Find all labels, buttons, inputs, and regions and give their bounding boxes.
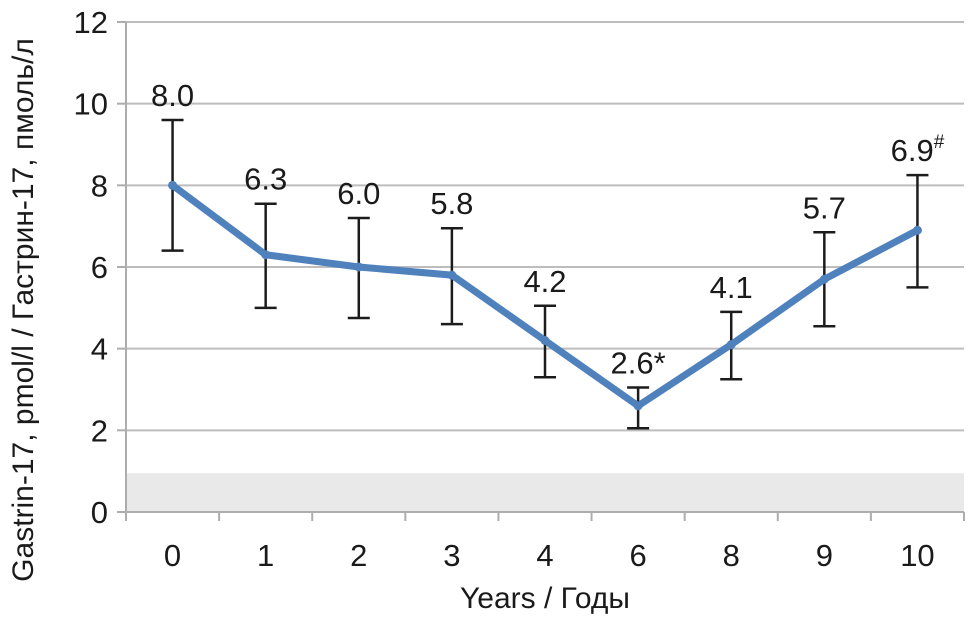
point-label: 8.0 — [151, 78, 194, 113]
x-tick-label: 0 — [164, 538, 181, 573]
x-tick-label: 3 — [443, 538, 460, 573]
point-label: 6.9# — [891, 132, 945, 168]
point-label: 2.6* — [611, 345, 666, 380]
y-tick-label: 8 — [91, 168, 108, 203]
data-point-marker — [354, 262, 364, 272]
data-point-marker — [168, 180, 178, 190]
point-label: 4.2 — [523, 264, 566, 299]
point-label: 5.7 — [803, 190, 846, 225]
point-label: 5.8 — [430, 186, 473, 221]
data-point-marker — [261, 250, 271, 260]
data-point-marker — [819, 274, 829, 284]
point-label: 6.3 — [244, 162, 287, 197]
reference-band — [126, 473, 964, 512]
x-tick-label: 8 — [723, 538, 740, 573]
x-tick-label: 4 — [536, 538, 553, 573]
data-point-marker — [633, 401, 643, 411]
point-label: 4.1 — [710, 270, 753, 305]
y-tick-label: 6 — [91, 250, 108, 285]
x-tick-label: 9 — [816, 538, 833, 573]
x-tick-label: 6 — [629, 538, 646, 573]
y-tick-label: 4 — [91, 332, 108, 367]
y-axis-title: Gastrin-17, pmol/l / Гастрин-17, пмоль/л — [7, 38, 40, 582]
y-tick-label: 12 — [74, 5, 108, 40]
y-tick-label: 10 — [74, 87, 108, 122]
x-tick-label: 2 — [350, 538, 367, 573]
data-point-marker — [447, 270, 457, 280]
y-tick-label: 0 — [91, 495, 108, 530]
data-point-marker — [540, 336, 550, 345]
data-point-marker — [912, 225, 922, 235]
y-tick-label: 2 — [91, 413, 108, 448]
x-tick-label: 10 — [900, 538, 934, 573]
data-point-marker — [726, 340, 736, 350]
x-tick-label: 1 — [257, 538, 274, 573]
x-axis-title: Years / Годы — [460, 582, 630, 615]
point-label: 6.0 — [337, 176, 380, 211]
